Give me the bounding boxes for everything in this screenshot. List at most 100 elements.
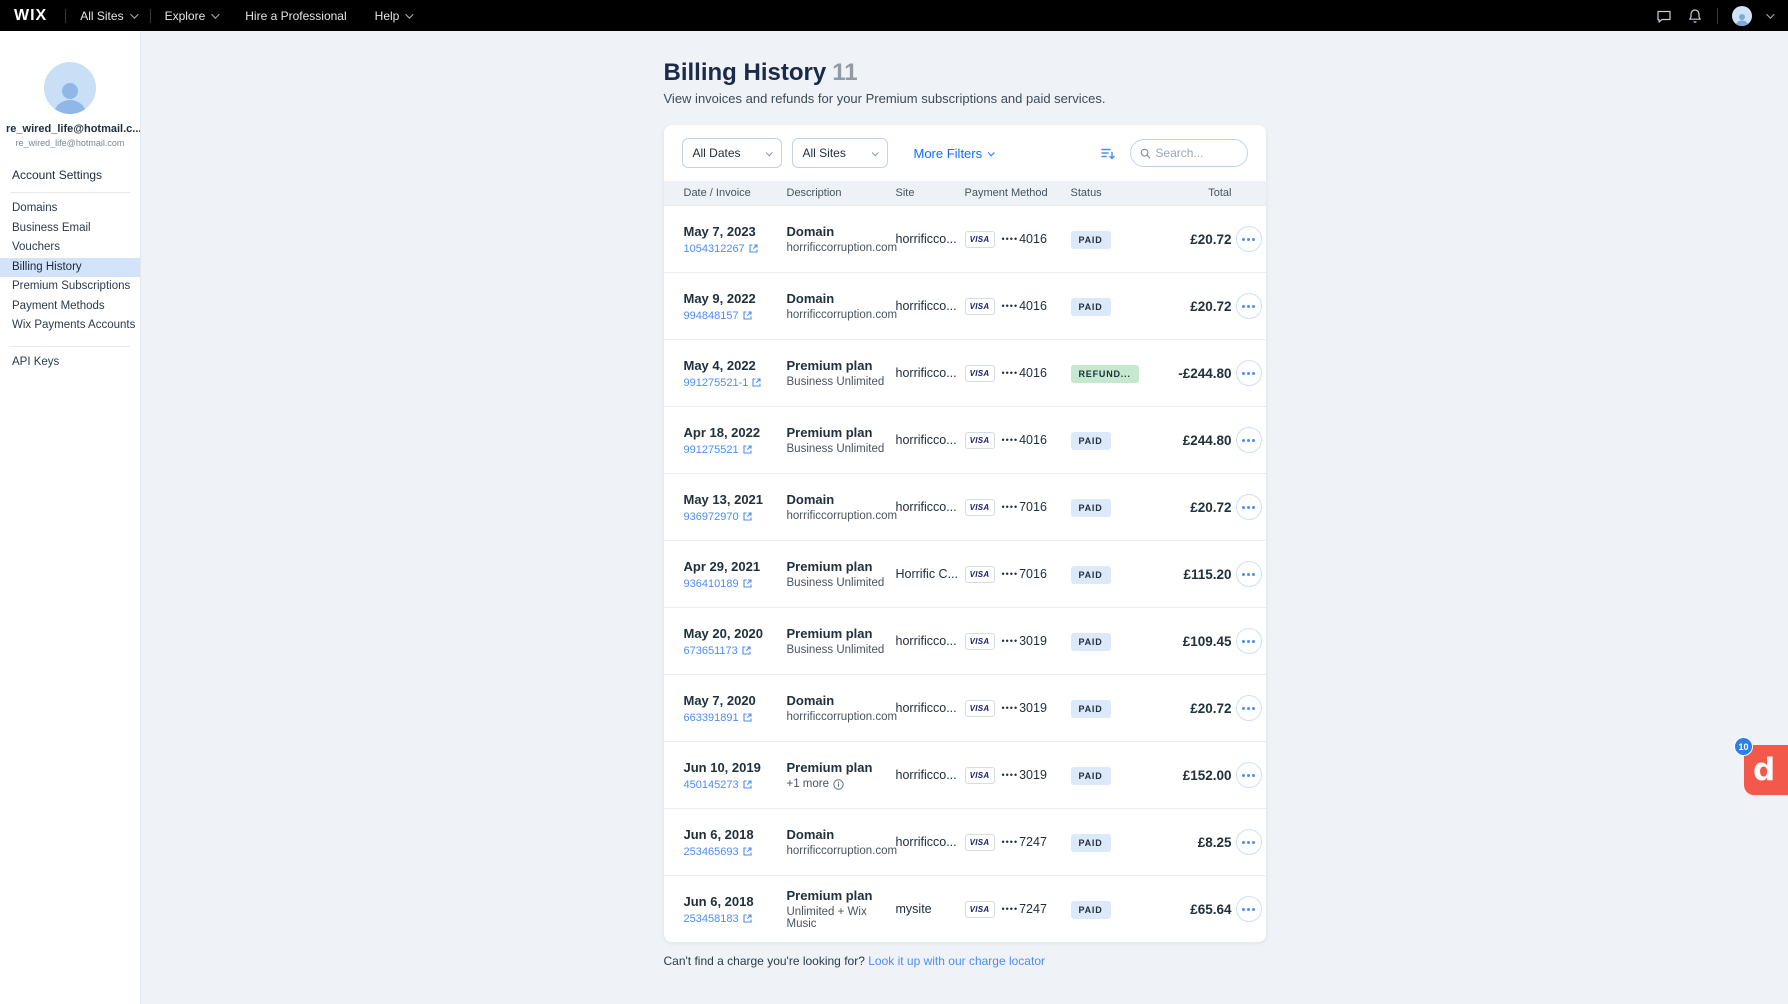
external-link-icon [743,713,752,722]
total-cell: £20.72 [1190,700,1232,716]
sidebar-item-api-keys[interactable]: API Keys [12,355,60,368]
invoice-link[interactable]: 1054312267 [684,243,787,255]
sidebar-item-wix-payments-accounts[interactable]: Wix Payments Accounts [12,319,136,331]
sidebar-item-vouchers[interactable]: Vouchers [12,241,60,253]
date-filter-value: All Dates [692,146,741,160]
invoice-link[interactable]: 936410189 [684,578,787,590]
payment-method-cell: VISA ••••3019 [964,632,1071,650]
invoice-link[interactable]: 253465693 [684,846,787,858]
visa-card-icon: VISA [964,431,995,449]
invoice-date: Jun 6, 2018 [683,826,754,842]
notifications-bell-icon[interactable] [1686,7,1703,24]
page-subtitle: View invoices and refunds for your Premi… [663,91,1106,106]
row-actions-button[interactable] [1235,628,1262,654]
row-menu-cell [1232,427,1266,453]
site-cell: horrificco... [895,835,957,849]
external-link-icon [749,244,758,253]
sidebar-divider [10,192,130,193]
site-filter-dropdown[interactable]: All Sites [791,138,888,168]
sort-button[interactable] [1094,139,1122,167]
date-invoice-cell: May 4, 2022 991275521-1 [684,358,787,389]
site-cell: horrificco... [895,768,957,782]
chevron-down-icon [211,9,220,19]
row-actions-button[interactable] [1235,427,1262,453]
chevron-down-icon [765,148,773,156]
chat-icon[interactable] [1655,7,1672,24]
invoice-link[interactable]: 663391891 [684,712,787,724]
status-badge: PAID [1070,431,1111,450]
top-nav-item[interactable]: All Sites [66,0,149,31]
row-actions-button[interactable] [1235,829,1262,855]
sidebar-item-billing-history[interactable]: Billing History [0,257,140,277]
top-nav-item[interactable]: Explore [151,0,232,31]
row-actions-button[interactable] [1235,226,1262,252]
invoice-date: May 9, 2022 [683,290,756,306]
status-badge: PAID [1070,230,1111,249]
row-actions-button[interactable] [1235,293,1262,319]
date-filter-dropdown[interactable]: All Dates [681,138,782,168]
extension-d-icon: d [1753,751,1776,788]
chevron-down-icon [871,148,879,156]
invoice-link[interactable]: 991275521 [684,444,787,456]
sidebar-item-domains[interactable]: Domains [12,202,58,214]
invoice-link[interactable]: 991275521-1 [684,377,787,389]
invoice-link[interactable]: 673651173 [684,645,787,657]
ellipsis-icon [1247,237,1250,241]
page-title: Billing History 11 [663,59,858,86]
total-cell: £8.25 [1197,834,1232,850]
top-nav-item[interactable]: Hire a Professional [245,8,347,23]
ellipsis-icon [1247,639,1250,643]
date-invoice-cell: May 20, 2020 673651173 [684,626,787,657]
invoice-date: Jun 6, 2018 [683,893,754,909]
sidebar-item-premium-subscriptions[interactable]: Premium Subscriptions [12,280,131,292]
date-invoice-cell: May 13, 2021 936972970 [684,492,787,523]
search-input[interactable] [1155,146,1238,160]
top-nav-item[interactable]: Help [361,0,426,31]
date-invoice-cell: Jun 6, 2018 253465693 [684,827,787,858]
payment-method-cell: VISA ••••7247 [964,833,1071,851]
charge-locator-link[interactable]: Look it up with our charge locator [868,954,1045,968]
row-actions-button[interactable] [1235,896,1262,922]
billing-table-row: Apr 29, 2021 936410189 Premium plan Busi… [663,540,1266,607]
row-actions-button[interactable] [1235,561,1262,587]
external-link-icon [742,646,751,655]
total-cell: £152.00 [1182,767,1232,783]
row-actions-button[interactable] [1235,494,1262,520]
date-invoice-cell: Jun 6, 2018 253458183 [684,894,787,925]
total-cell: -£244.80 [1178,365,1232,381]
record-count: 11 [832,59,858,86]
sidebar-item-business-email[interactable]: Business Email [12,221,91,234]
site-cell: Horrific C... [895,567,959,581]
account-chevron-down-icon[interactable] [1766,9,1775,19]
sidebar-avatar [44,62,96,114]
more-filters-button[interactable]: More Filters [914,146,995,161]
payment-method-cell: VISA ••••4016 [964,297,1071,315]
row-actions-button[interactable] [1235,695,1262,721]
info-icon[interactable] [833,778,844,790]
invoice-date: May 13, 2021 [683,491,764,507]
sidebar-item-payment-methods[interactable]: Payment Methods [12,299,105,312]
col-date-invoice: Date / Invoice [683,187,751,199]
date-invoice-cell: May 7, 2023 1054312267 [684,224,787,255]
wix-logo[interactable]: WIX [14,6,48,24]
description-cell: Domain horrificcorruption.com [786,291,898,321]
invoice-link[interactable]: 450145273 [684,779,787,791]
sidebar: re_wired_life@hotmail.c... re_wired_life… [0,31,141,1004]
invoice-link[interactable]: 936972970 [684,511,787,523]
payment-method-cell: VISA ••••7016 [964,498,1071,516]
invoice-date: Apr 18, 2022 [683,424,761,440]
row-actions-button[interactable] [1235,360,1262,386]
invoice-link[interactable]: 253458183 [684,913,787,925]
extension-widget[interactable]: 10 d [1734,737,1788,795]
description-cell: Domain horrificcorruption.com [786,827,898,857]
visa-card-icon: VISA [964,498,995,516]
table-header: Date / Invoice Description Site Payment … [663,181,1266,205]
status-cell: PAID [1070,498,1169,517]
row-actions-button[interactable] [1235,762,1262,788]
account-avatar[interactable] [1732,5,1752,26]
billing-table-row: May 9, 2022 994848157 Domain horrificcor… [663,272,1266,339]
payment-method-cell: VISA ••••3019 [964,699,1071,717]
ellipsis-icon [1247,907,1250,911]
invoice-date: May 7, 2020 [683,692,756,708]
invoice-link[interactable]: 994848157 [684,310,787,322]
